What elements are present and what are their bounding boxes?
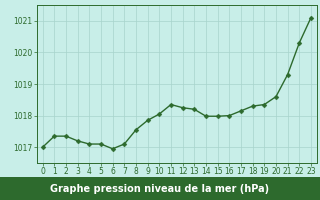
Text: Graphe pression niveau de la mer (hPa): Graphe pression niveau de la mer (hPa)	[51, 184, 269, 194]
